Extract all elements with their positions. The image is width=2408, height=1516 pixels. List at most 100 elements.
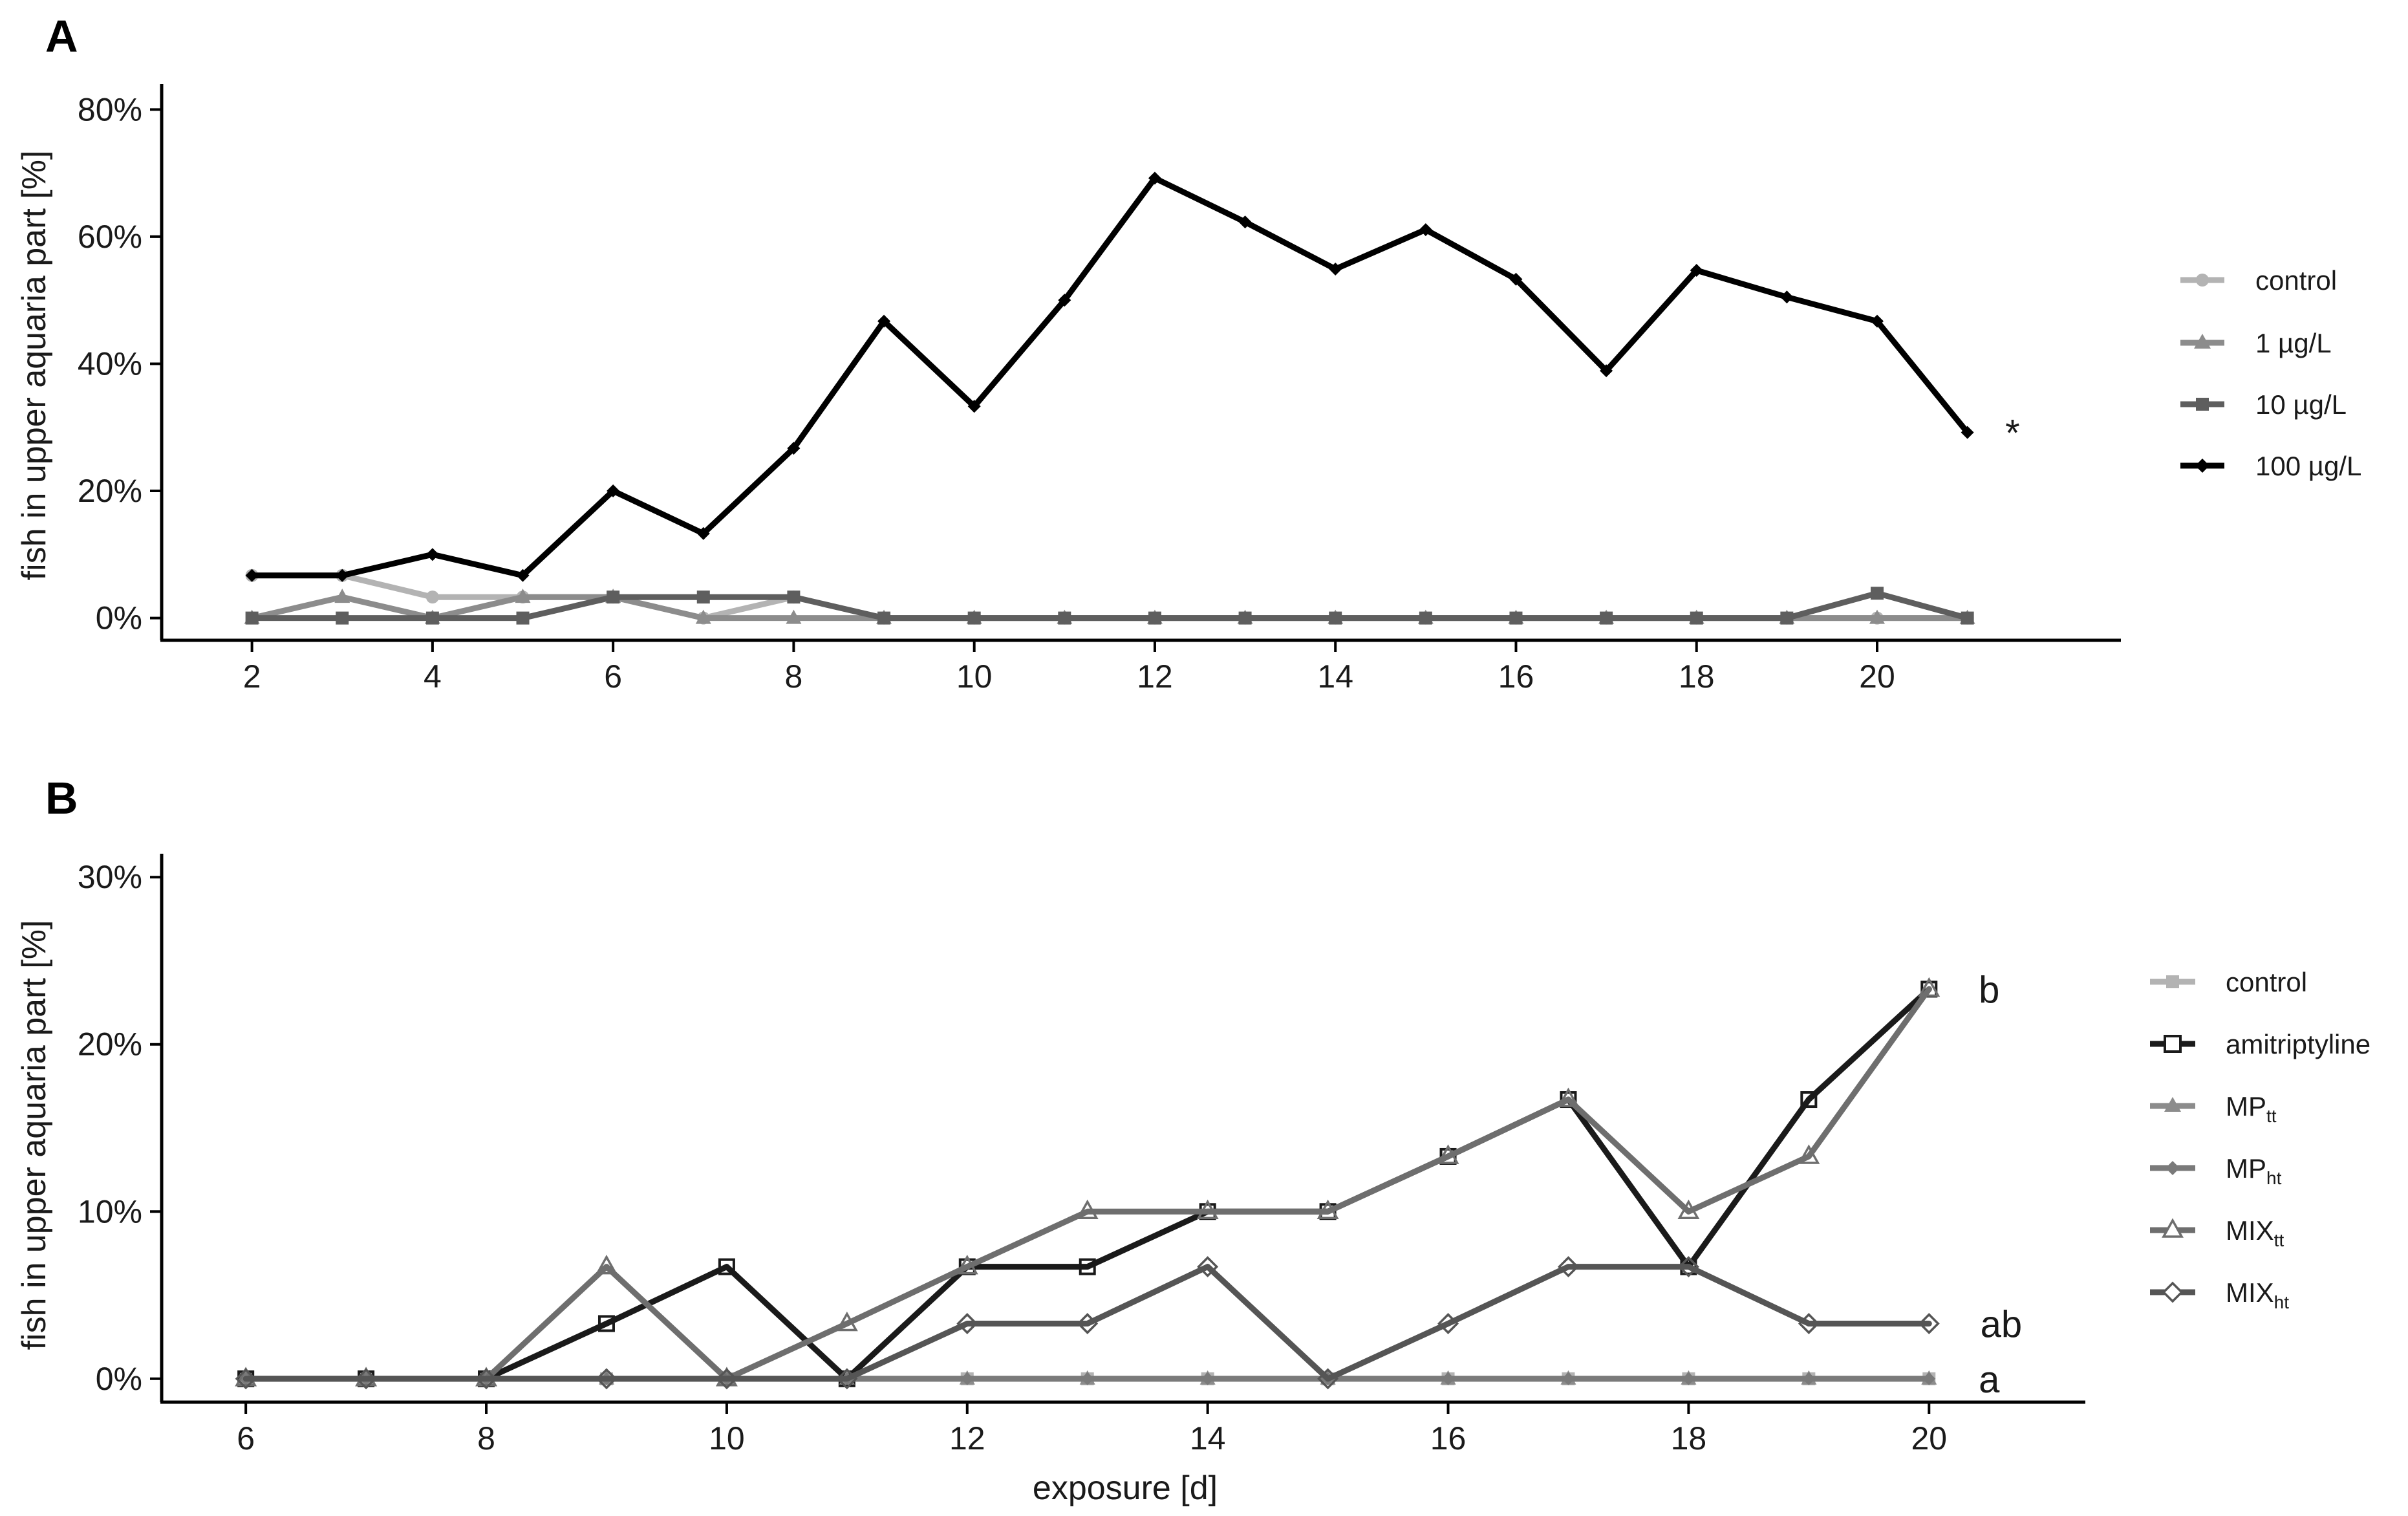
panel-a-x-tick-label: 4 [424, 658, 442, 695]
panel-a-y-tick-label: 20% [78, 473, 142, 509]
panel-a-point-100-g-l [1148, 171, 1161, 185]
panel-a-point-1-g-l [1869, 609, 1885, 624]
panel-a-x-tick-label: 6 [604, 658, 622, 695]
panel-a-ticks: 2 4 6 8 10 12 14 16 18 20 0% 20% 40% 60% 80% [78, 91, 1895, 695]
legend-b-marker-mp-ht [2166, 1161, 2180, 1175]
panel-a: A fish in upper aquaria part [%] 2 4 6 8 10 1… [16, 11, 2361, 695]
legend-label-control: control [2255, 265, 2337, 296]
panel-b-point-mix-ht [235, 1368, 257, 1390]
panel-b-point-mix-tt [1437, 1144, 1459, 1164]
legend-b-marker-control [2166, 975, 2179, 988]
panel-a-x-tick-label: 18 [1679, 658, 1715, 695]
panel-b-line-amitriptyline [242, 986, 1932, 1382]
panel-b-x-tick-label: 18 [1671, 1420, 1707, 1456]
legend-b-label-mp-ht-main: MP [2226, 1153, 2266, 1184]
panel-b-point-mix-tt [1317, 1199, 1339, 1220]
panel-a-point-100-g-l [1329, 263, 1342, 276]
panel-a-legend: control 1 µg/L 10 µg/L 100 µg/L [2180, 265, 2361, 481]
panel-a-point-10-g-l [1961, 611, 1974, 625]
panel-b-point-amitriptyline [718, 1258, 735, 1275]
panel-a-point-100-g-l [1058, 294, 1071, 307]
panel-b-point-mp-ht [1922, 1372, 1936, 1385]
panel-b-point-mix-ht [1077, 1313, 1099, 1334]
panel-a-y-tick-label: 40% [78, 345, 142, 382]
panel-a-point-100-g-l [696, 526, 710, 540]
legend-label-1-ug-l: 1 µg/L [2255, 328, 2332, 358]
panel-a-point-10-g-l [336, 611, 349, 625]
panel-b: B fish in upper aquaria part [%] exposur… [16, 773, 2370, 1507]
panel-a-point-10-g-l [877, 611, 891, 625]
legend-b-label-mix-ht-sub: ht [2274, 1292, 2290, 1312]
legend-item-100-ug-l: 100 µg/L [2180, 451, 2361, 481]
panel-b-x-tick-label: 10 [709, 1420, 745, 1456]
panel-a-point-10-g-l [245, 611, 259, 625]
panel-a-x-tick-label: 2 [243, 658, 261, 695]
panel-b-x-tick-label: 16 [1430, 1420, 1467, 1456]
panel-b-y-tick-label: 30% [78, 859, 142, 895]
legend-marker-1-ug-l [2194, 334, 2211, 349]
panel-a-point-1-g-l [786, 609, 802, 624]
panel-a-point-100-g-l [1780, 290, 1794, 304]
panel-b-point-amitriptyline [1800, 1091, 1818, 1109]
panel-b-point-mp-ht [1441, 1372, 1455, 1385]
panel-b-x-tick-label: 12 [949, 1420, 985, 1456]
panel-a-y-tick-label: 80% [78, 91, 142, 127]
panel-b-point-mix-tt [1918, 977, 1940, 997]
panel-a-y-tick-label: 60% [78, 219, 142, 255]
panel-a-point-10-g-l [607, 590, 620, 604]
panel-b-point-mix-ht [1798, 1313, 1820, 1334]
panel-a-letter: A [45, 11, 78, 61]
panel-b-point-mix-ht [836, 1368, 858, 1390]
legend-b-marker-mix-tt [2162, 1218, 2184, 1238]
panel-a-point-10-g-l [967, 611, 981, 625]
panel-a-point-10-g-l [516, 611, 530, 625]
panel-a-series [244, 171, 1975, 625]
legend-b-item-mix-tt: MIXtt [2150, 1215, 2284, 1250]
legend-b-label-mp-ht: MPht [2226, 1153, 2282, 1188]
panel-b-point-mix-ht [956, 1313, 978, 1334]
legend-b-marker-mp-tt [2164, 1097, 2181, 1112]
panel-a-point-10-g-l [1509, 611, 1523, 625]
panel-b-point-mix-ht [716, 1368, 738, 1390]
panel-a-series-100-g-l [245, 171, 1974, 582]
legend-b-label-mp-tt: MPtt [2226, 1091, 2277, 1126]
panel-a-point-10-g-l [1148, 611, 1161, 625]
panel-a-point-100-g-l [1870, 314, 1884, 328]
panel-a-annotation: * [2005, 413, 2020, 455]
panel-b-point-mix-tt [595, 1255, 618, 1275]
legend-marker-100-ug-l [2195, 459, 2209, 473]
panel-a-point-100-g-l [967, 400, 981, 413]
panel-b-point-mix-ht [1677, 1256, 1699, 1278]
panel-a-point-100-g-l [1419, 223, 1432, 237]
panel-b-line-mix-ht [242, 1264, 1932, 1382]
panel-b-point-mp-ht [1080, 1372, 1094, 1385]
panel-b-point-amitriptyline [597, 1315, 615, 1332]
legend-b-label-mix-ht-main: MIX [2226, 1277, 2274, 1308]
panel-a-point-10-g-l [696, 590, 710, 604]
panel-b-annotation: b [1979, 969, 1999, 1011]
panel-a-annotations: * [2005, 413, 2020, 455]
panel-b-legend: control amitriptyline MPtt MPht MIXtt [2150, 967, 2370, 1312]
panel-a-x-tick-label: 14 [1317, 658, 1353, 695]
legend-b-item-mix-ht: MIXht [2150, 1277, 2289, 1312]
legend-marker-10-ug-l [2196, 398, 2209, 411]
panel-b-annotation: ab [1981, 1303, 2023, 1345]
panel-b-point-mix-ht [475, 1368, 497, 1390]
panel-b-point-mix-tt [1677, 1199, 1700, 1220]
legend-label-10-ug-l: 10 µg/L [2255, 389, 2347, 420]
legend-marker-control [2196, 274, 2209, 287]
legend-b-item-control: control [2150, 967, 2307, 997]
panel-a-x-tick-label: 20 [1859, 658, 1895, 695]
panel-b-y-tick-label: 10% [78, 1193, 142, 1229]
panel-b-point-mix-ht [355, 1368, 377, 1390]
panel-b-point-mix-ht [1557, 1256, 1579, 1278]
legend-item-1-ug-l: 1 µg/L [2180, 328, 2332, 358]
panel-a-point-10-g-l [1600, 611, 1613, 625]
panel-b-letter: B [45, 773, 78, 823]
panel-b-x-tick-label: 14 [1190, 1420, 1226, 1456]
panel-b-point-mix-tt [956, 1255, 978, 1275]
panel-b-point-mp-ht [1802, 1372, 1816, 1385]
panel-a-point-1-g-l [515, 589, 531, 603]
panel-b-point-mix-ht [596, 1368, 618, 1390]
panel-b-point-mix-ht [1197, 1256, 1219, 1278]
